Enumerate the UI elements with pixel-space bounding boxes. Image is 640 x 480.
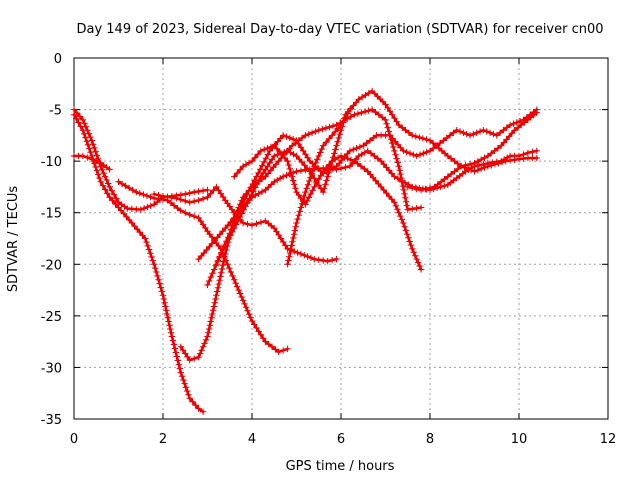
series-layer (70, 87, 540, 415)
series-markers (213, 106, 540, 268)
x-tick-label: 6 (337, 432, 345, 447)
grid-layer (74, 58, 608, 419)
series-track-3 (70, 152, 113, 173)
y-tick-label: -25 (41, 310, 62, 325)
series-markers (231, 142, 425, 273)
y-tick-label: -35 (41, 413, 62, 428)
x-axis-label: GPS time / hours (286, 459, 395, 474)
x-tick-label: 12 (600, 432, 617, 447)
series-markers (284, 106, 354, 268)
labels-layer: 0 2 4 6 8 10 12 0 -5 -10 -15 -20 -25 -30 -35 (41, 52, 617, 447)
series-track-4 (115, 178, 291, 356)
series-markers (70, 111, 207, 415)
series-track-11 (284, 106, 354, 268)
y-axis-label: SDTVAR / TECUs (6, 186, 21, 293)
series-markers (70, 152, 113, 173)
series-markers (404, 109, 540, 194)
ticks-layer (73, 57, 609, 420)
x-tick-label: 0 (70, 432, 78, 447)
chart-title: Day 149 of 2023, Sidereal Day-to-day VTE… (76, 22, 603, 37)
x-tick-label: 4 (248, 432, 256, 447)
x-tick-label: 8 (426, 432, 434, 447)
x-tick-label: 2 (159, 432, 167, 447)
series-markers (204, 87, 540, 289)
series-track-8 (204, 87, 540, 289)
series-track-1 (70, 111, 207, 415)
y-tick-label: -10 (41, 155, 62, 170)
x-tick-label: 10 (511, 432, 528, 447)
y-tick-label: -30 (41, 361, 62, 376)
y-tick-label: -15 (41, 207, 62, 222)
series-track-10 (231, 142, 425, 273)
series-track-9 (213, 106, 540, 268)
series-markers (115, 178, 291, 356)
series-track-12 (404, 109, 540, 194)
y-tick-label: 0 (54, 52, 62, 67)
y-tick-label: -5 (49, 104, 62, 119)
y-tick-label: -20 (41, 258, 62, 273)
